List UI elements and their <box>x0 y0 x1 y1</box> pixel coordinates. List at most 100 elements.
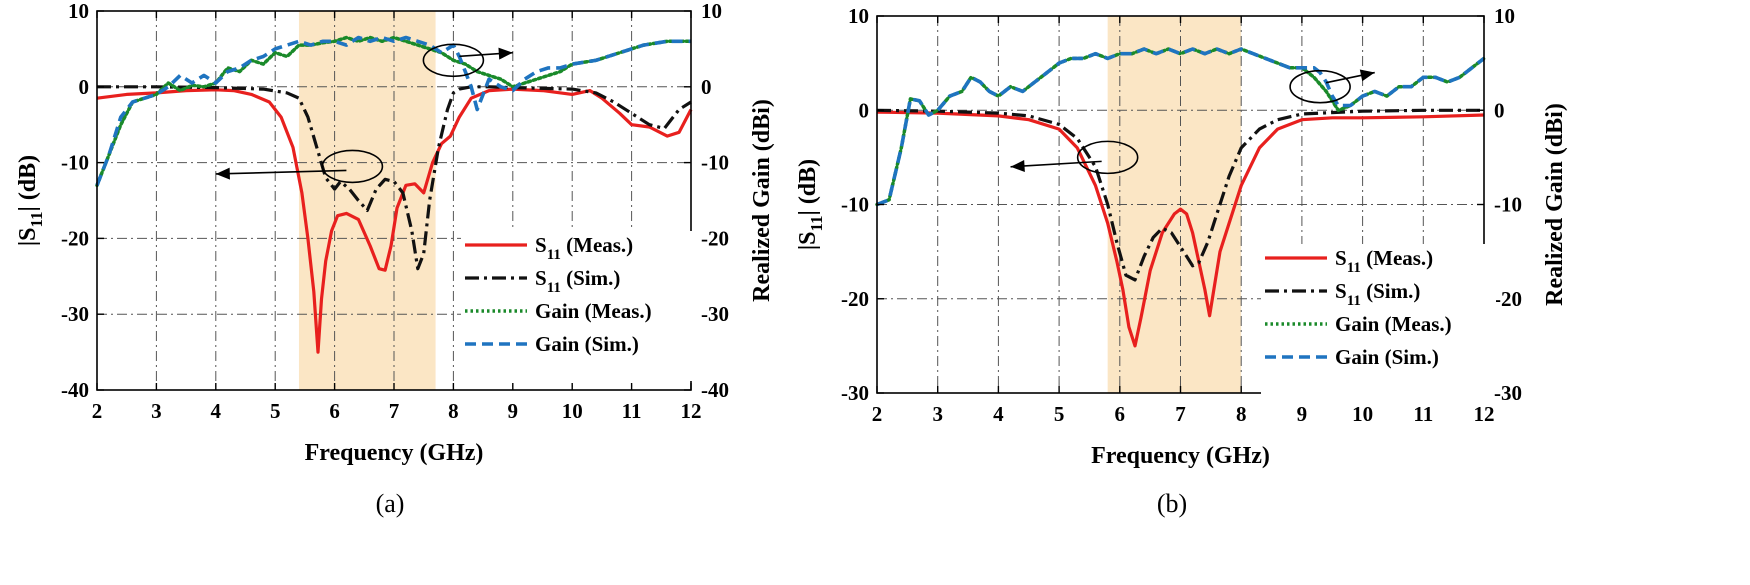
legend-label: Gain (Sim.) <box>535 332 639 356</box>
y-left-tick-label: -10 <box>61 151 89 175</box>
legend-label: S11 (Meas.) <box>535 233 633 263</box>
y-left-tick-label: 0 <box>79 75 90 99</box>
legend-label-rest: (Sim.) <box>561 266 621 290</box>
y-right-tick-label: 10 <box>701 0 722 23</box>
legend-label-main: Gain (Meas.) <box>535 299 652 323</box>
x-tick-label: 4 <box>211 399 222 423</box>
y-left-tick-label: -20 <box>841 287 869 311</box>
annotation-arrow-head <box>215 167 230 180</box>
x-tick-label: 8 <box>1236 402 1247 426</box>
annotation-arrow-head <box>498 47 513 60</box>
y-left-label-sub: 11 <box>807 215 826 231</box>
legend-label-main: S <box>535 266 547 290</box>
y-right-tick-label: -20 <box>1494 287 1522 311</box>
panel-caption: (b) <box>1157 489 1187 518</box>
y-left-tick-label: -40 <box>61 378 89 402</box>
x-tick-label: 7 <box>389 399 400 423</box>
y-left-axis-label: |S11| (dB) <box>15 155 46 246</box>
legend-label-sub: 11 <box>1347 260 1361 276</box>
legend-label: Gain (Sim.) <box>1335 345 1439 369</box>
annotation-ellipse <box>1289 69 1351 104</box>
x-tick-label: 10 <box>562 399 583 423</box>
legend-label: S11 (Meas.) <box>1335 246 1433 276</box>
y-right-axis-label: Realized Gain (dBi) <box>749 99 775 302</box>
legend-label: S11 (Sim.) <box>535 266 620 296</box>
annotation-arrow-shaft <box>215 169 347 175</box>
y-right-tick-label: 0 <box>1494 98 1505 122</box>
y-left-tick-label: 10 <box>68 0 89 23</box>
y-left-label-post: | (dB) <box>795 159 821 216</box>
chart-panel-b: 2 3 4 5 6 7 8 9 10 11 12-30-20-10010-30-20-10010Fr… <box>795 4 1568 518</box>
legend-label-main: S <box>1335 279 1347 303</box>
y-left-tick-label: -30 <box>841 381 869 405</box>
y-left-tick-label: -20 <box>61 226 89 250</box>
x-tick-label: 2 <box>92 399 103 423</box>
y-left-tick-label: -30 <box>61 302 89 326</box>
legend-label: Gain (Meas.) <box>535 299 652 323</box>
legend-label-main: S <box>1335 246 1347 270</box>
legend-label: Gain (Meas.) <box>1335 312 1452 336</box>
series-line-gain-meas <box>95 35 693 188</box>
series-line-gain-sim <box>95 35 691 186</box>
x-tick-label: 2 <box>872 402 883 426</box>
y-right-tick-label: 0 <box>701 75 712 99</box>
legend-label-rest: (Meas.) <box>561 233 633 257</box>
x-tick-label: 12 <box>1474 402 1495 426</box>
legend-label-sub: 11 <box>1347 293 1361 309</box>
y-left-label-pre: |S <box>15 228 41 247</box>
annotation-ellipse <box>321 149 384 184</box>
y-right-tick-label: -30 <box>701 302 729 326</box>
legend: S11 (Meas.)S11 (Sim.)Gain (Meas.)Gain (S… <box>461 231 696 381</box>
legend-label-main: S <box>535 233 547 257</box>
legend-background <box>1261 244 1496 394</box>
y-right-tick-label: -30 <box>1494 381 1522 405</box>
y-right-tick-label: -20 <box>701 226 729 250</box>
y-left-axis-label: |S11| (dB) <box>795 159 826 250</box>
x-tick-label: 9 <box>508 399 519 423</box>
series-line-gain-sim <box>876 47 1486 207</box>
legend-label-rest: (Sim.) <box>1361 279 1421 303</box>
x-tick-label: 10 <box>1352 402 1373 426</box>
x-tick-label: 3 <box>151 399 162 423</box>
legend-label-main: Gain (Sim.) <box>535 332 639 356</box>
legend-label-sub: 11 <box>547 280 561 296</box>
annotation-arrow-head <box>1010 159 1025 172</box>
x-axis-label: Frequency (GHz) <box>1091 443 1270 469</box>
legend-label-main: Gain (Meas.) <box>1335 312 1452 336</box>
x-tick-label: 12 <box>681 399 702 423</box>
x-tick-label: 8 <box>448 399 459 423</box>
y-right-axis-label: Realized Gain (dBi) <box>1542 103 1568 306</box>
series-line-s11-sim <box>876 108 1484 282</box>
x-tick-label: 4 <box>993 402 1004 426</box>
series-line-s11-meas <box>96 87 693 354</box>
y-right-tick-label: -10 <box>701 151 729 175</box>
x-tick-label: 7 <box>1175 402 1186 426</box>
y-right-tick-label: -40 <box>701 378 729 402</box>
y-left-tick-label: 0 <box>859 98 870 122</box>
x-axis-label: Frequency (GHz) <box>305 440 484 466</box>
y-left-label-pre: |S <box>795 232 821 251</box>
panel-caption: (a) <box>376 489 405 518</box>
x-tick-label: 5 <box>1054 402 1065 426</box>
shaded-band <box>298 11 436 390</box>
x-tick-label: 6 <box>1115 402 1126 426</box>
legend-label-rest: (Meas.) <box>1361 246 1433 270</box>
annotation-ellipse <box>1076 140 1139 175</box>
y-left-label-sub: 11 <box>27 211 46 227</box>
legend-label: S11 (Sim.) <box>1335 279 1420 309</box>
legend-background <box>461 231 696 381</box>
series-line-s11-meas <box>876 110 1485 348</box>
x-tick-label: 5 <box>270 399 281 423</box>
y-left-tick-label: -10 <box>841 193 869 217</box>
legend-label-sub: 11 <box>547 247 561 263</box>
x-tick-label: 6 <box>329 399 340 423</box>
x-tick-label: 3 <box>932 402 943 426</box>
annotation-ellipse <box>422 43 485 78</box>
y-right-tick-label: 10 <box>1494 4 1515 28</box>
x-tick-label: 9 <box>1297 402 1308 426</box>
legend-label-main: Gain (Sim.) <box>1335 345 1439 369</box>
y-left-tick-label: 10 <box>848 4 869 28</box>
legend: S11 (Meas.)S11 (Sim.)Gain (Meas.)Gain (S… <box>1261 244 1496 394</box>
annotation-arrow-shaft <box>1010 160 1102 168</box>
